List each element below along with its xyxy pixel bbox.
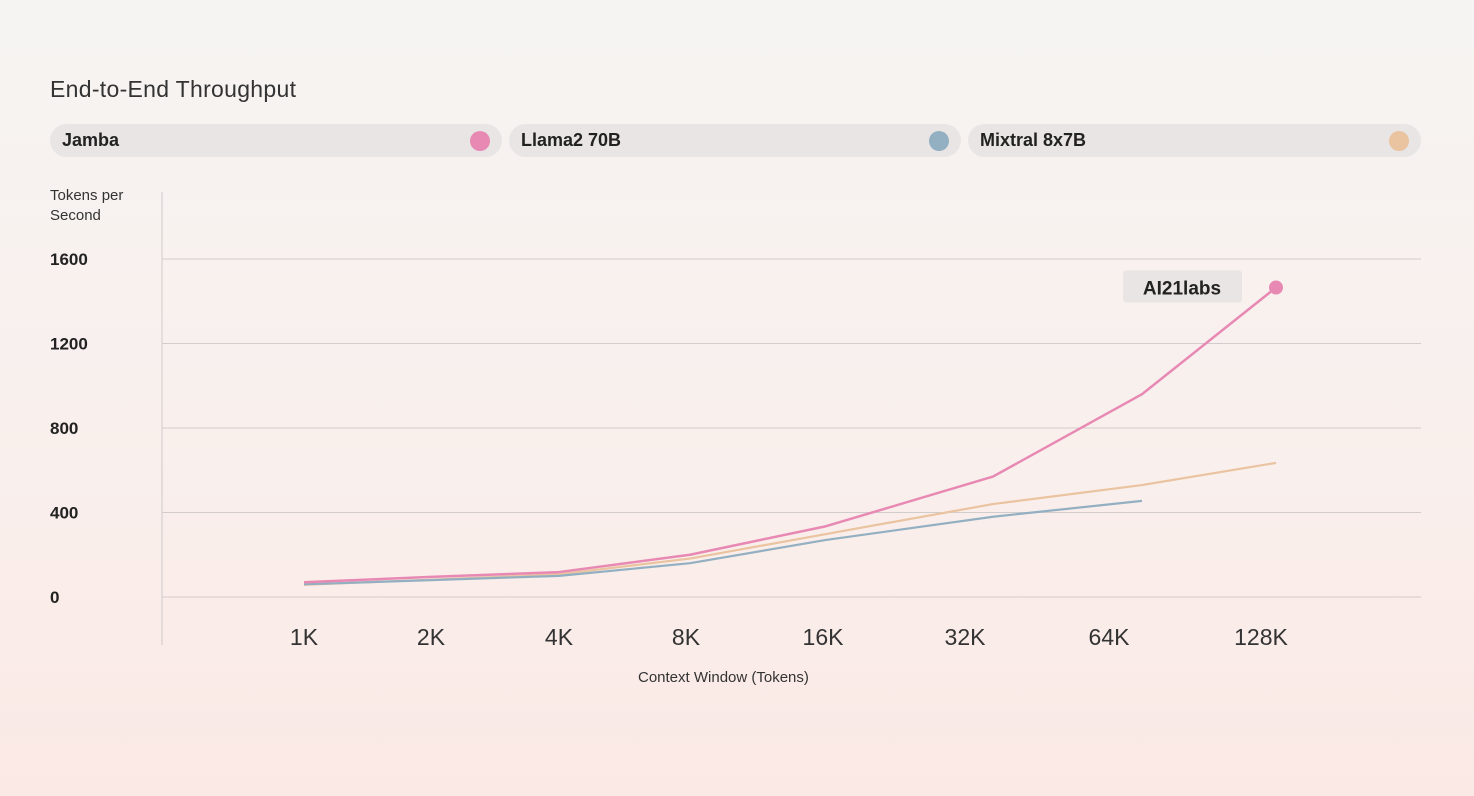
jamba-endpoint-marker: [1269, 280, 1283, 295]
x-tick-label: 16K: [803, 624, 845, 650]
x-tick-label: 2K: [417, 624, 446, 650]
series-line-mixtral-8x7b: [303, 461, 1277, 586]
x-tick-label: 64K: [1089, 624, 1131, 650]
series-line-llama2-70b: [303, 499, 1143, 586]
x-tick-label: 4K: [545, 624, 574, 650]
series-line-jamba: [303, 286, 1277, 584]
x-axis-label: Context Window (Tokens): [638, 669, 809, 686]
legend-item-llama2[interactable]: Llama2 70B: [509, 124, 961, 157]
legend-label: Mixtral 8x7B: [980, 130, 1087, 150]
legend-label: Llama2 70B: [521, 130, 622, 150]
y-tick-label: 1600: [50, 250, 88, 269]
y-tick-label: 400: [50, 504, 78, 523]
y-axis-label: Tokens per Second: [50, 187, 124, 224]
annotation-badge: [1123, 270, 1242, 303]
x-tick-label: 128K: [1234, 624, 1288, 650]
legend-dot-icon: [1389, 130, 1409, 151]
y-tick-label: 0: [50, 588, 59, 607]
legend-label: Jamba: [62, 130, 120, 150]
legend-item-jamba[interactable]: Jamba: [50, 124, 502, 157]
x-tick-label: 1K: [290, 624, 319, 650]
y-tick-label: 1200: [50, 335, 88, 354]
y-tick-label: 800: [50, 419, 78, 438]
legend-item-mixtral[interactable]: Mixtral 8x7B: [968, 124, 1421, 157]
x-tick-label: 32K: [945, 624, 987, 650]
x-tick-label: 8K: [672, 624, 701, 650]
chart-title: End-to-End Throughput: [50, 76, 297, 102]
legend-dot-icon: [470, 130, 490, 151]
legend-dot-icon: [929, 130, 949, 151]
annotation-logo-text: AI21labs: [1143, 279, 1221, 300]
